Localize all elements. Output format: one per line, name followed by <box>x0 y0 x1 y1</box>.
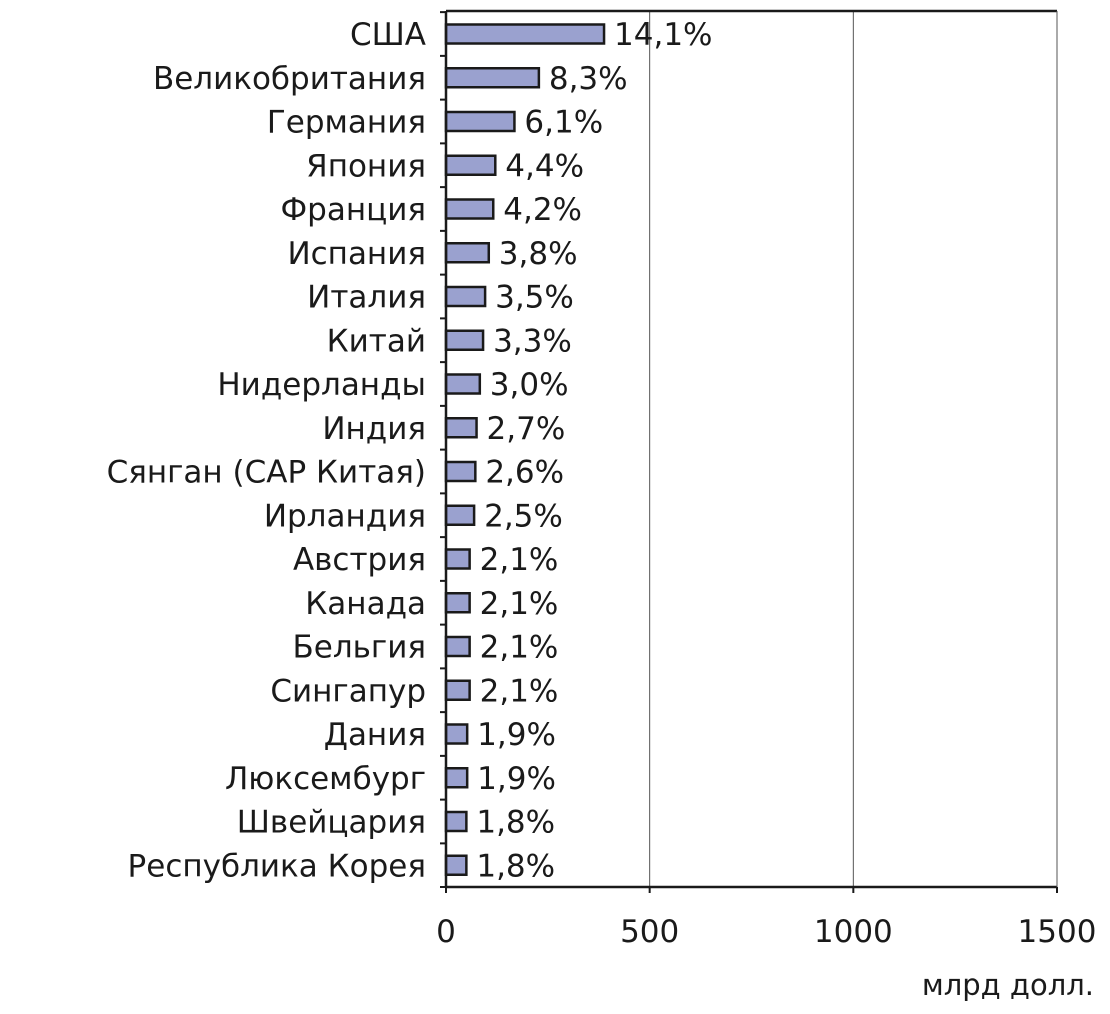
bars <box>444 23 606 876</box>
bar-6 <box>444 285 487 308</box>
category-label-16: Дания <box>324 717 426 753</box>
category-label-8: Нидерланды <box>217 367 426 403</box>
bar-2 <box>444 110 516 133</box>
bar-8 <box>444 373 482 395</box>
category-label-9: Индия <box>322 411 426 447</box>
grid-lines <box>649 11 854 887</box>
axis-frame <box>440 9 1058 893</box>
value-label-8: 3,0% <box>490 367 569 403</box>
value-label-16: 1,9% <box>477 717 556 753</box>
value-label-0: 14,1% <box>614 17 712 53</box>
value-label-10: 2,6% <box>485 455 564 491</box>
category-label-0: США <box>350 17 426 53</box>
category-label-5: Испания <box>287 236 426 272</box>
bar-12 <box>444 548 471 570</box>
value-label-5: 3,8% <box>499 236 578 272</box>
bar-17 <box>444 767 469 789</box>
value-labels: 14,1% 8,3% 6,1% 4,4% 4,2% 3,8% 3,5% 3,3% 3,0% 2,7… <box>476 17 712 884</box>
category-label-15: Сингапур <box>270 673 426 709</box>
value-label-7: 3,3% <box>493 323 572 359</box>
category-labels: США Великобритания Германия Япония Франция Ис… <box>107 17 426 884</box>
category-label-10: Сянган (САР Китая) <box>107 455 426 491</box>
bar-11 <box>444 504 476 526</box>
category-label-1: Великобритания <box>153 61 426 97</box>
category-label-18: Швейцария <box>237 805 426 841</box>
bar-13 <box>444 592 471 614</box>
bar-15 <box>444 679 471 701</box>
value-label-14: 2,1% <box>480 630 559 666</box>
x-tick-label-1500: 1500 <box>1018 914 1097 950</box>
value-label-11: 2,5% <box>484 498 563 534</box>
bar-5 <box>444 242 491 264</box>
value-label-6: 3,5% <box>495 280 574 316</box>
category-label-6: Италия <box>307 280 426 316</box>
bar-7 <box>444 329 485 351</box>
value-label-1: 8,3% <box>549 61 628 97</box>
bar-18 <box>444 810 468 833</box>
value-label-2: 6,1% <box>524 105 603 141</box>
category-label-11: Ирландия <box>264 498 426 534</box>
x-axis-unit-label: млрд долл. <box>922 968 1094 1002</box>
value-label-15: 2,1% <box>480 673 559 709</box>
value-label-19: 1,8% <box>476 848 555 884</box>
x-tick-labels: 0 500 1000 1500 <box>436 914 1096 950</box>
value-label-4: 4,2% <box>503 192 582 228</box>
value-label-12: 2,1% <box>480 542 559 578</box>
category-label-14: Бельгия <box>292 630 426 666</box>
category-label-17: Люксембург <box>225 761 426 797</box>
value-label-3: 4,4% <box>505 148 584 184</box>
x-tick-label-0: 0 <box>436 914 456 950</box>
category-label-13: Канада <box>305 586 426 622</box>
value-label-17: 1,9% <box>477 761 556 797</box>
bar-9 <box>444 417 478 439</box>
category-label-4: Франция <box>280 192 426 228</box>
x-tick-label-500: 500 <box>620 914 679 950</box>
bar-19 <box>444 854 468 876</box>
bar-16 <box>444 723 469 745</box>
bar-10 <box>444 460 477 483</box>
value-label-9: 2,7% <box>487 411 566 447</box>
category-label-2: Германия <box>267 105 426 141</box>
bar-3 <box>444 154 497 176</box>
category-label-19: Республика Корея <box>128 848 426 884</box>
bar-14 <box>444 635 471 658</box>
bar-1 <box>444 67 541 89</box>
category-label-7: Китай <box>327 323 426 359</box>
bar-4 <box>444 198 495 220</box>
category-label-3: Япония <box>306 148 426 184</box>
category-label-12: Австрия <box>293 542 426 578</box>
bar-0 <box>444 23 606 45</box>
x-tick-label-1000: 1000 <box>814 914 893 950</box>
value-label-13: 2,1% <box>480 586 559 622</box>
value-label-18: 1,8% <box>476 805 555 841</box>
